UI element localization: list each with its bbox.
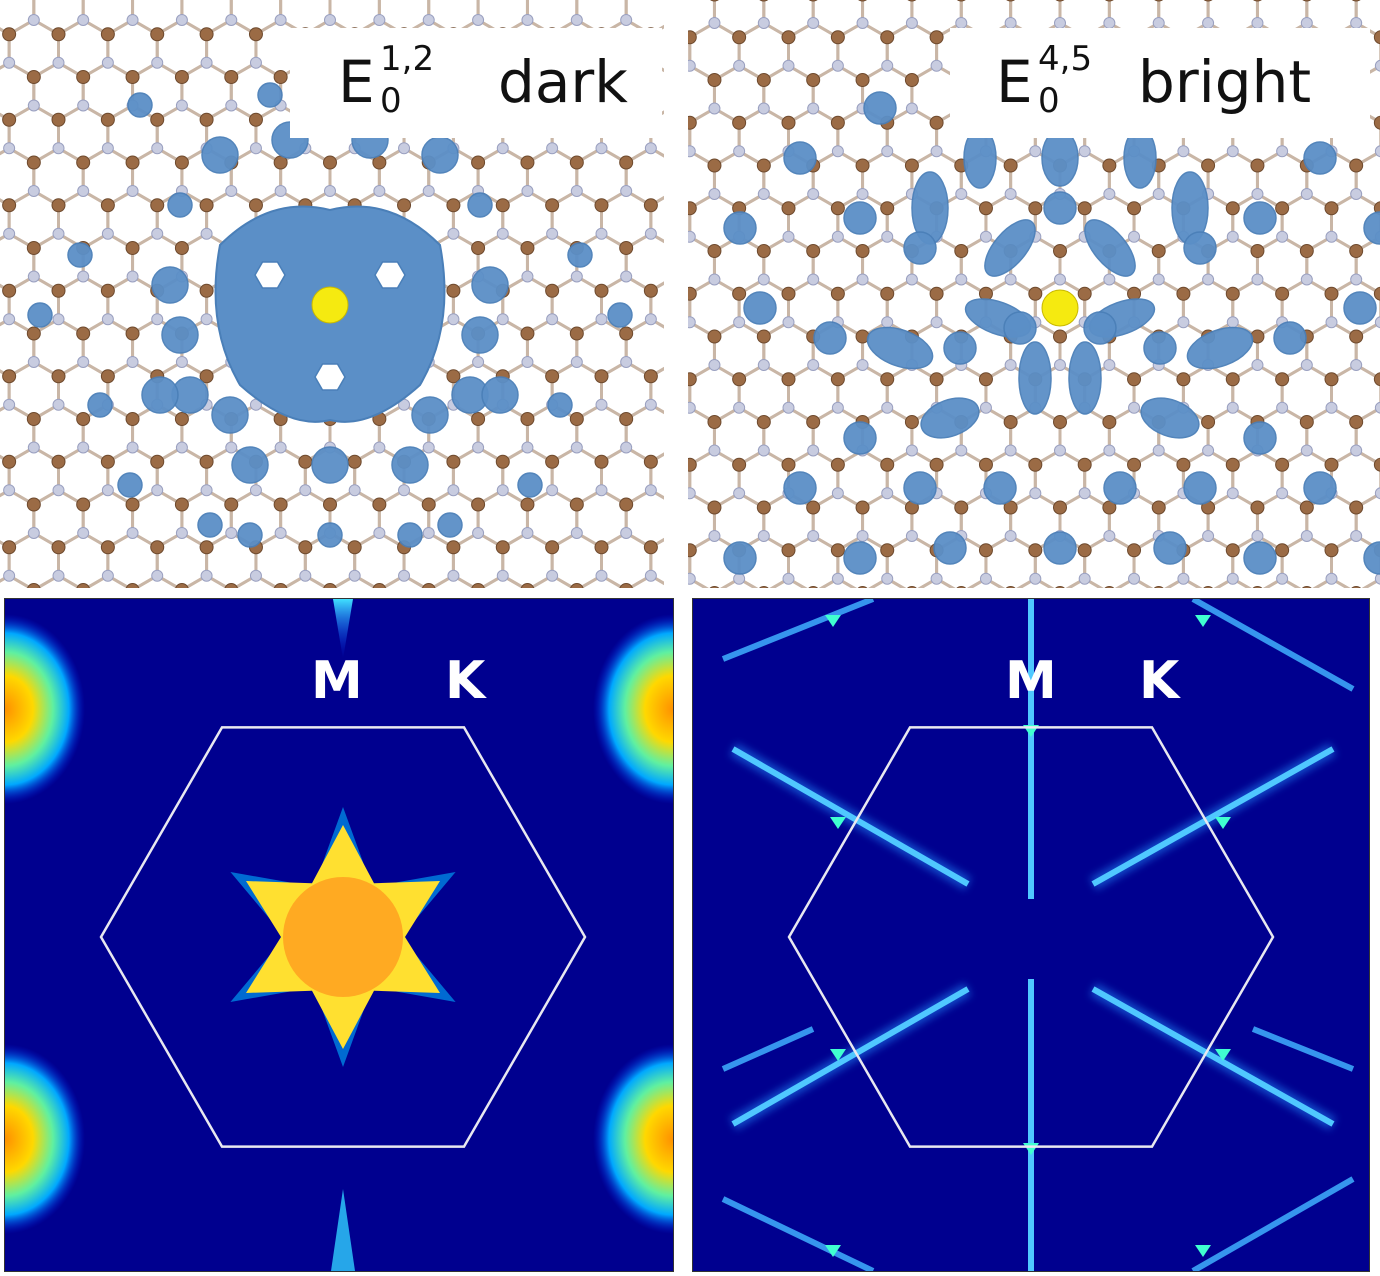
outer-beam [1191,1176,1355,1271]
label-background [950,28,1370,138]
outer-beam [1191,599,1355,692]
energy-symbol: E [996,48,1033,116]
vertex-marker [830,1049,846,1061]
dark-reciprocal-map-panel: M K [4,598,674,1272]
label-background [290,28,662,138]
top-spike [333,599,353,659]
bright-reciprocal-map-panel: M K [692,598,1370,1272]
outer-beam [721,1196,875,1271]
defect-site [1041,289,1079,327]
state-name: bright [1138,48,1312,116]
defect-site [311,286,349,324]
m-point-label: M [1005,651,1057,711]
corner-hotspot [593,614,673,804]
energy-superscript: 1,2 [380,39,435,79]
reciprocal-map-bright-svg [721,599,1355,1271]
energy-superscript: 4,5 [1038,39,1093,79]
vertex-marker [825,1245,841,1257]
k-point-label: K [1139,651,1180,711]
brillouin-zone [787,726,1275,1148]
outer-beam [1251,1026,1355,1072]
bright-state-wavefunction-panel: E 4,5 0 bright [688,0,1380,588]
vertex-marker [1215,1049,1231,1061]
corner-hotspot [593,1044,673,1234]
beam [731,986,970,1127]
brillouin-zone [99,726,587,1148]
state-name: dark [498,48,628,116]
vertex-marker [1195,615,1211,627]
energy-subscript: 0 [380,81,402,121]
beam [1091,746,1335,887]
dark-state-wavefunction-panel: E 1,2 0 dark [0,0,664,588]
dark-state-label: E 1,2 0 dark [338,42,628,118]
vertex-marker [825,615,841,627]
energy-subscript: 0 [1038,81,1060,121]
vertex-marker [1195,1245,1211,1257]
star-center [283,877,403,997]
vertex-marker [830,817,846,829]
k-point-label: K [445,651,486,711]
vertex-marker [1215,817,1231,829]
m-point-label: M [311,651,363,711]
bright-state-label: E 4,5 0 bright [996,42,1311,118]
bottom-spike [331,1189,355,1271]
outer-beam [721,599,875,662]
outer-beam [721,1026,815,1072]
corner-hotspot [5,614,85,804]
beam [1091,986,1335,1127]
reciprocal-map-dark-svg [5,599,673,1271]
energy-symbol: E [338,48,375,116]
beam [731,746,970,887]
corner-hotspot [5,1044,85,1234]
